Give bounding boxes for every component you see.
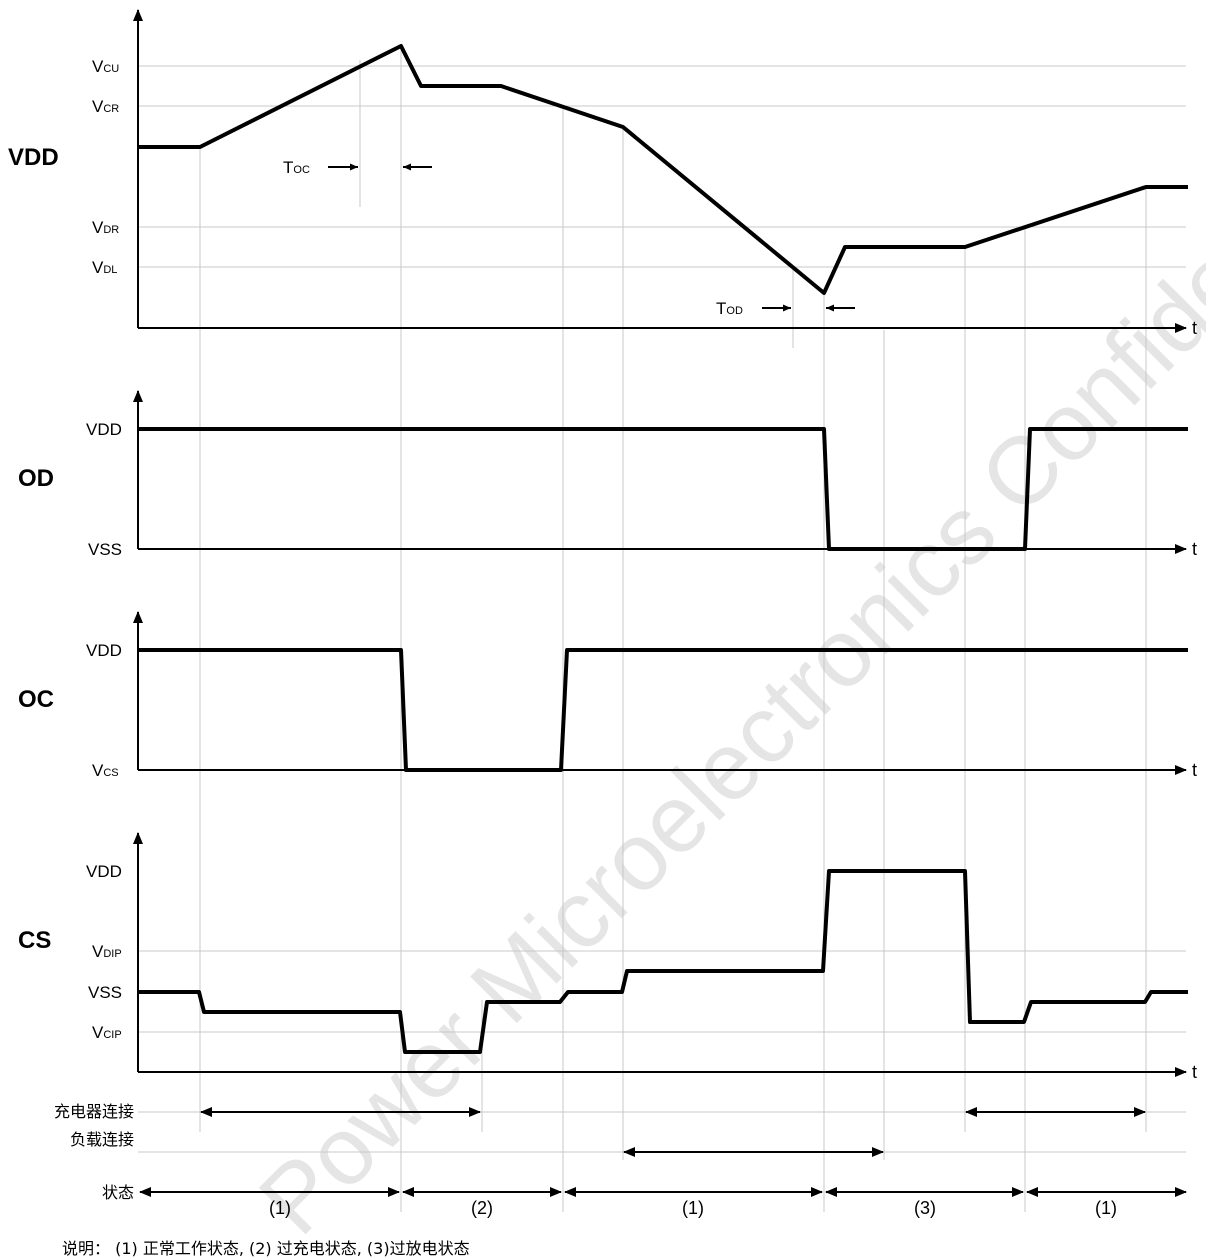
state-label-2: (2) <box>471 1198 493 1218</box>
level-vdr: VDR <box>92 218 119 237</box>
level-vcr: VCR <box>92 97 119 116</box>
axis-t-cs: t <box>1192 1062 1197 1082</box>
oc-level-low: VCS <box>92 761 119 780</box>
signal-label-oc: OC <box>18 686 54 713</box>
cs-level-vcip: VCIP <box>92 1023 122 1042</box>
axis-t-vdd: t <box>1192 318 1197 338</box>
cs-waveform <box>138 869 1188 1054</box>
signal-label-vdd: VDD <box>8 144 59 171</box>
toc-label: TOC <box>283 158 310 177</box>
signal-label-od: OD <box>18 465 54 492</box>
axes <box>133 9 1187 1077</box>
od-level-low: VSS <box>88 540 122 559</box>
oc-waveform <box>138 648 1188 772</box>
cs-level-vss: VSS <box>88 983 122 1002</box>
oc-level-high: VDD <box>86 641 122 660</box>
watermark: Power Microelectronics Confidential <box>239 100 1206 1255</box>
signal-label-cs: CS <box>18 927 51 954</box>
charger-label: 充电器连接 <box>54 1102 134 1121</box>
tod-label: TOD <box>716 299 743 318</box>
state-label: 状态 <box>102 1183 134 1202</box>
level-vcu: VCU <box>92 57 119 76</box>
vdd-waveform <box>138 44 1188 295</box>
level-vdl: VDL <box>92 258 117 277</box>
axis-t-oc: t <box>1192 760 1197 780</box>
state-label-3: (1) <box>682 1198 704 1218</box>
state-label-1: (1) <box>269 1198 291 1218</box>
legend-note: 说明： (1) 正常工作状态, (2) 过充电状态, (3)过放电状态 <box>62 1239 470 1258</box>
cs-level-high: VDD <box>86 862 122 881</box>
od-waveform <box>138 427 1188 551</box>
grid <box>138 46 1186 1212</box>
axis-t-od: t <box>1192 539 1197 559</box>
state-label-4: (3) <box>914 1198 936 1218</box>
od-level-high: VDD <box>86 420 122 439</box>
load-label: 负载连接 <box>70 1130 134 1149</box>
cs-level-vdip: VDIP <box>92 942 122 961</box>
state-label-5: (1) <box>1095 1198 1117 1218</box>
